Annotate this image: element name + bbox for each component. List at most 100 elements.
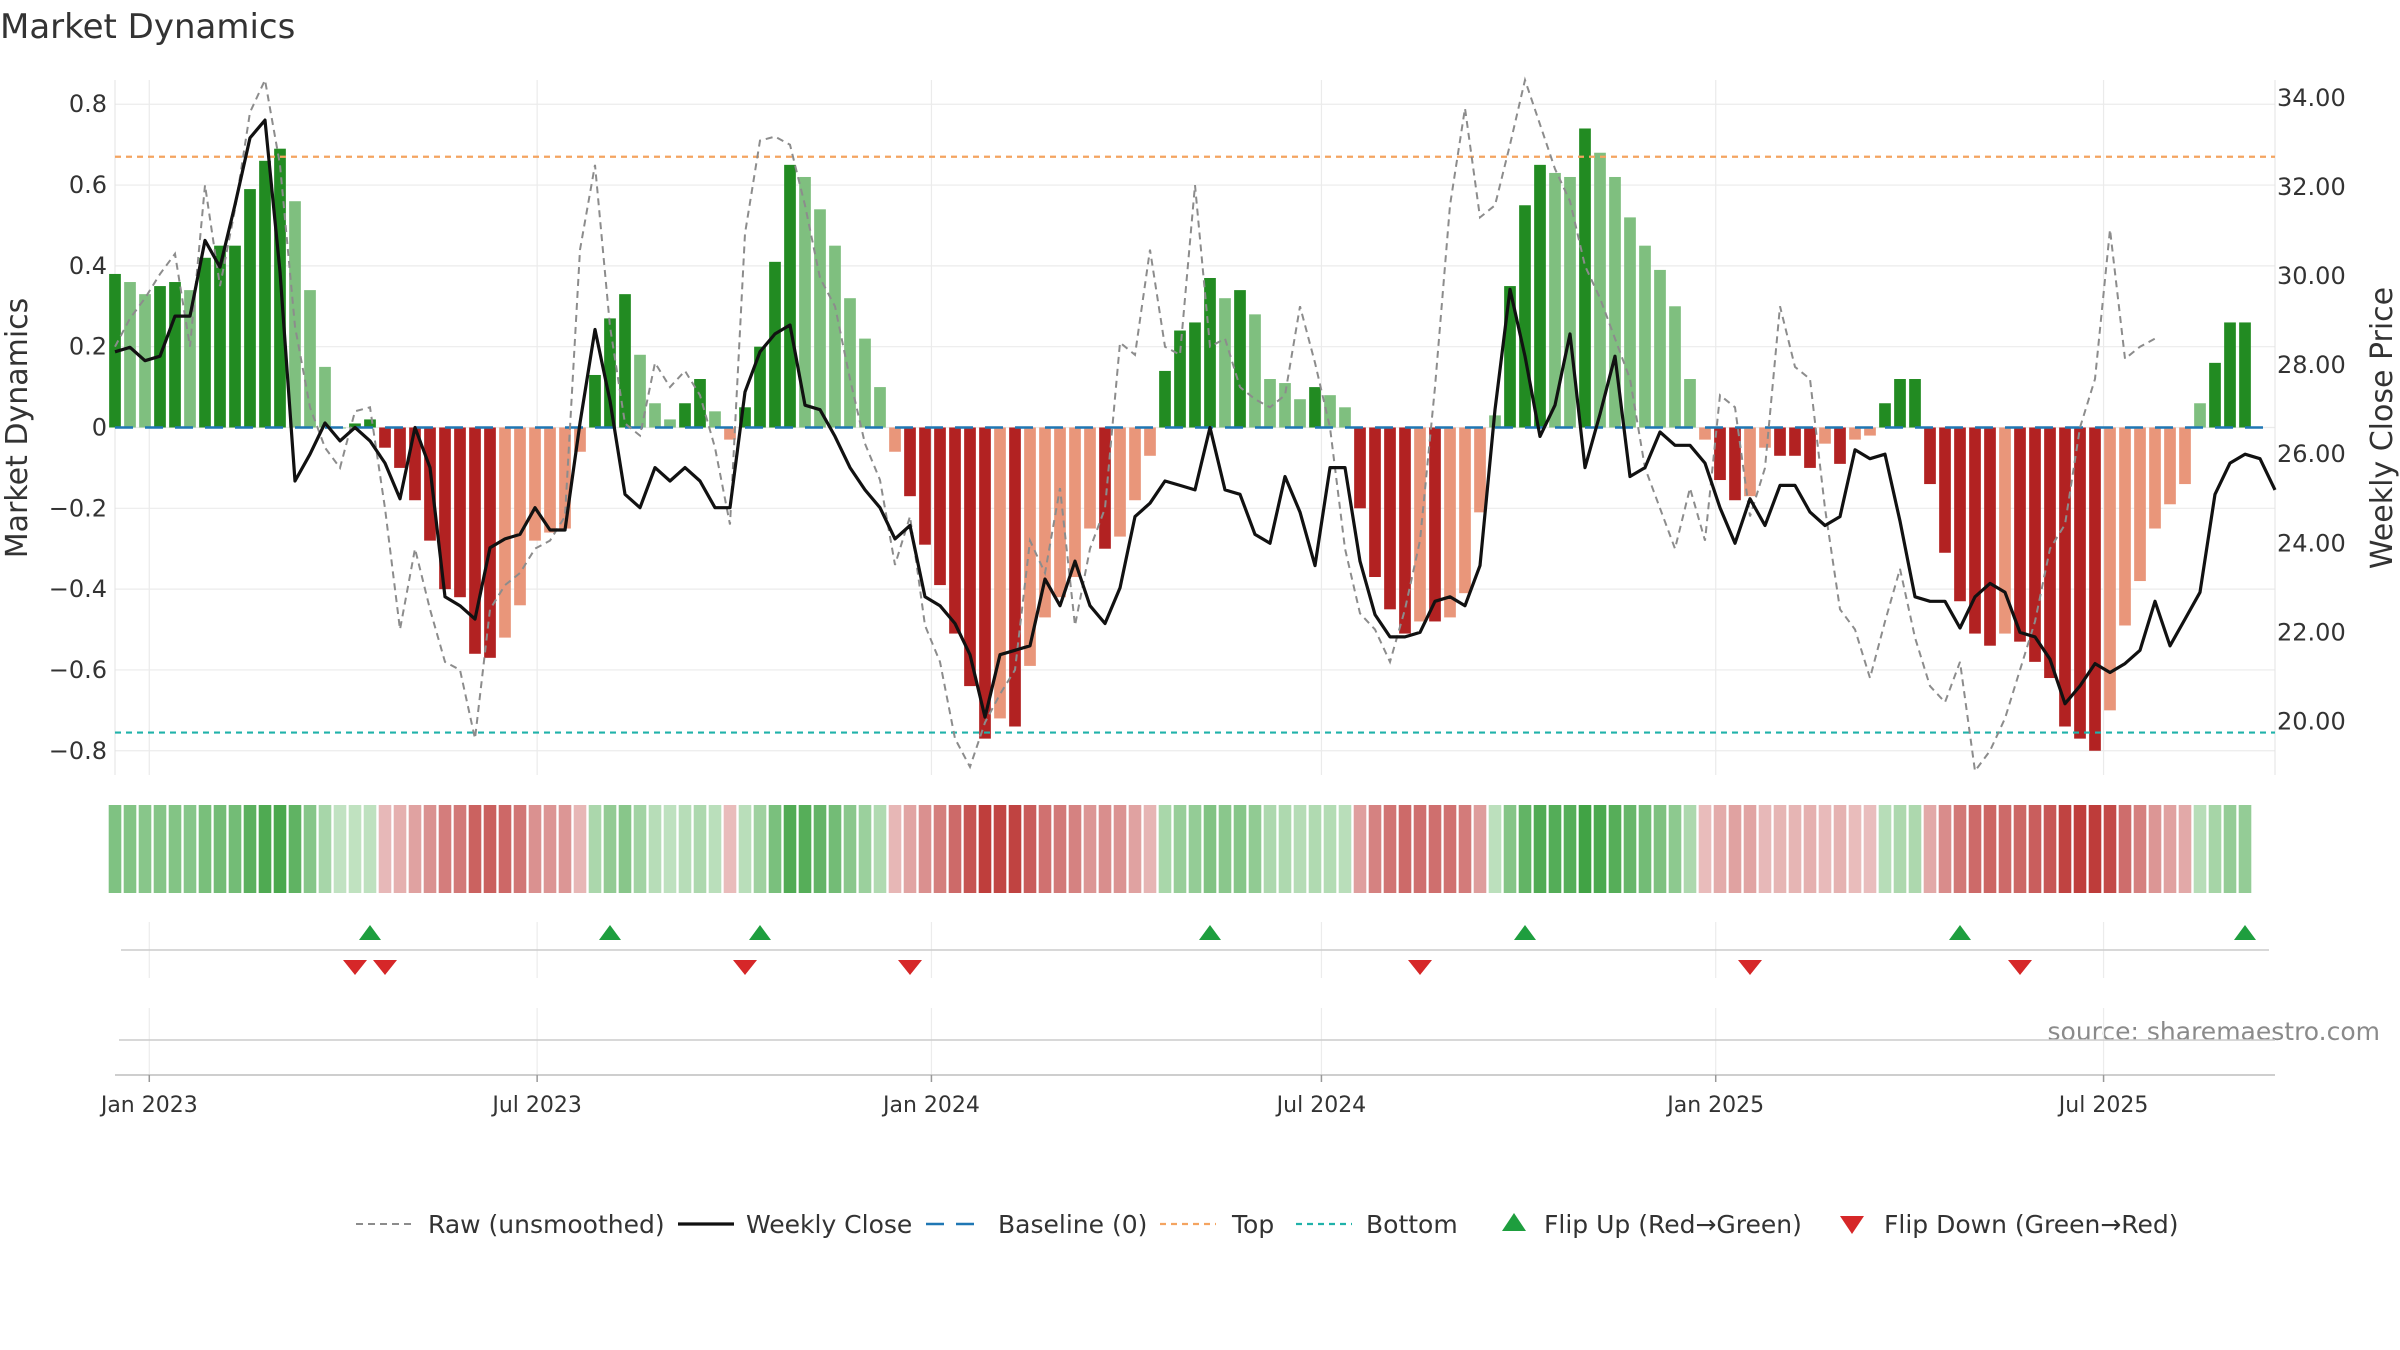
heat-cell: [498, 805, 512, 893]
x-tick-label: Jan 2023: [99, 1093, 198, 1118]
dynamics-bar: [2194, 403, 2206, 428]
dynamics-bar: [829, 245, 841, 428]
flip-up-marker: [749, 925, 771, 940]
dynamics-bar: [1744, 427, 1756, 497]
dynamics-bar: [484, 427, 496, 658]
heat-cell: [1173, 805, 1187, 893]
heat-cell: [813, 805, 827, 893]
dynamics-bar: [1564, 176, 1576, 428]
heat-cell: [1023, 805, 1037, 893]
dynamics-bar: [1984, 427, 1996, 646]
dynamics-bar: [949, 427, 961, 634]
y-tick-label: 0.8: [69, 90, 107, 118]
dynamics-bar: [2239, 322, 2251, 428]
flip-up-marker: [2234, 925, 2256, 940]
legend-swatch-flip-up: [1502, 1213, 1526, 1231]
dynamics-bar: [1279, 383, 1291, 428]
y2-tick-label: 34.00: [2277, 84, 2346, 112]
heat-cell: [363, 805, 377, 893]
dynamics-bar: [124, 282, 136, 428]
heat-cell: [348, 805, 362, 893]
heat-cell: [513, 805, 527, 893]
dynamics-bar: [229, 245, 241, 428]
legend-label: Top: [1231, 1210, 1274, 1239]
heat-cell: [723, 805, 737, 893]
heat-cell: [378, 805, 392, 893]
dynamics-bar: [1714, 427, 1726, 481]
heat-cell: [1938, 805, 1952, 893]
dynamics-bar: [454, 427, 466, 598]
heat-cell: [1968, 805, 1982, 893]
dynamics-bar: [1849, 427, 1861, 440]
dynamics-bar: [2074, 427, 2086, 739]
flip-down-marker: [2008, 960, 2032, 975]
dynamics-bar: [1264, 379, 1276, 428]
heat-cell: [1833, 805, 1847, 893]
dynamics-bar: [1654, 269, 1666, 428]
heat-cell: [738, 805, 752, 893]
heat-cell: [1053, 805, 1067, 893]
heat-cell: [1458, 805, 1472, 893]
flip-up-marker: [1514, 925, 1536, 940]
dynamics-bar: [874, 387, 886, 428]
x-axis-ticks: Jan 2023 Jul 2023 Jan 2024 Jul 2024 Jan 2025…: [99, 1075, 2148, 1118]
heat-cell: [1908, 805, 1922, 893]
dynamics-bar: [2059, 427, 2071, 727]
dynamics-bar: [604, 318, 616, 428]
x-tick-label: Jan 2025: [1665, 1093, 1764, 1118]
dynamics-bar: [1924, 427, 1936, 485]
legend: Raw (unsmoothed) Weekly Close Baseline (0)…: [356, 1210, 2179, 1239]
heat-cell: [183, 805, 197, 893]
dynamics-bar: [1174, 330, 1186, 428]
dynamics-bar: [994, 427, 1006, 719]
dynamics-bar: [199, 257, 211, 428]
heat-cell: [1623, 805, 1637, 893]
heat-cell: [258, 805, 272, 893]
dynamics-bar: [1144, 427, 1156, 456]
dynamics-bar: [1819, 427, 1831, 444]
dynamics-bar: [814, 209, 826, 428]
dynamics-bar: [2104, 427, 2116, 711]
heat-cell: [648, 805, 662, 893]
heat-cell: [1893, 805, 1907, 893]
dynamics-bar: [634, 354, 646, 428]
heat-cell: [1413, 805, 1427, 893]
dynamics-bar: [1384, 427, 1396, 610]
heat-cell: [318, 805, 332, 893]
dynamics-bar: [649, 403, 661, 428]
flip-up-marker: [1949, 925, 1971, 940]
flip-down-marker: [373, 960, 397, 975]
heat-cell: [108, 805, 122, 893]
heat-cell: [2028, 805, 2042, 893]
heat-cell: [1398, 805, 1412, 893]
dynamics-bar: [1339, 407, 1351, 428]
heat-cell: [603, 805, 617, 893]
legend-label: Bottom: [1366, 1210, 1458, 1239]
heat-cell: [1533, 805, 1547, 893]
heat-cell: [2103, 805, 2117, 893]
dynamics-bar: [1114, 427, 1126, 537]
heat-cell: [2163, 805, 2177, 893]
dynamics-bar: [1879, 403, 1891, 428]
dynamics-bar: [2224, 322, 2236, 428]
dynamics-bar: [1414, 427, 1426, 622]
heat-cell: [243, 805, 257, 893]
flip-down-marker: [898, 960, 922, 975]
dynamics-bar: [2179, 427, 2191, 485]
dynamics-bar: [1084, 427, 1096, 529]
dynamics-bar: [1054, 427, 1066, 598]
dynamics-bar: [799, 176, 811, 428]
y-tick-label: −0.4: [49, 575, 107, 603]
heat-cell: [438, 805, 452, 893]
dynamics-bar: [2149, 427, 2161, 529]
heat-cell: [678, 805, 692, 893]
dynamics-bar: [184, 290, 196, 428]
dynamics-bar: [1504, 286, 1516, 428]
dynamics-bar: [1309, 387, 1321, 428]
heat-cell: [288, 805, 302, 893]
dynamics-bar: [754, 346, 766, 428]
heat-cell: [1473, 805, 1487, 893]
dynamics-bar: [934, 427, 946, 586]
dynamics-bar: [724, 427, 736, 440]
heat-cell: [453, 805, 467, 893]
